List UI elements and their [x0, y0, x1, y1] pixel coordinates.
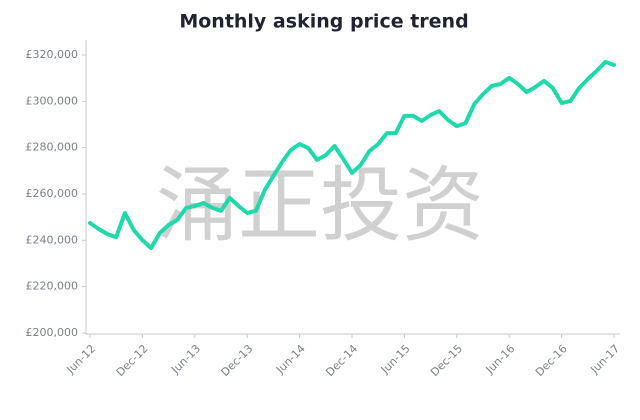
- y-tick-label: £240,000: [26, 233, 79, 246]
- y-tick-label: £200,000: [26, 326, 79, 339]
- x-tick-label: Jun-16: [483, 342, 518, 377]
- x-tick-label: Jun-17: [587, 342, 622, 377]
- price-line: [88, 59, 616, 250]
- y-tick-label: £220,000: [26, 280, 79, 293]
- y-tick-label: £300,000: [26, 94, 79, 107]
- x-tick-label: Jun-12: [63, 342, 98, 377]
- x-tick-label: Dec-15: [428, 342, 465, 379]
- x-tick-label: Jun-13: [168, 342, 203, 377]
- x-tick-label: Jun-14: [273, 342, 308, 377]
- chart-title: Monthly asking price trend: [179, 11, 468, 33]
- x-tick-label: Dec-14: [323, 342, 360, 379]
- x-tick-label: Jun-15: [378, 342, 413, 377]
- x-tick-label: Dec-12: [114, 342, 151, 379]
- x-tick-label: Dec-16: [533, 342, 570, 379]
- y-tick-label: £320,000: [26, 48, 79, 61]
- x-tick-label: Dec-13: [218, 342, 255, 379]
- y-tick-label: £260,000: [26, 187, 79, 200]
- y-tick-label: £280,000: [26, 141, 79, 154]
